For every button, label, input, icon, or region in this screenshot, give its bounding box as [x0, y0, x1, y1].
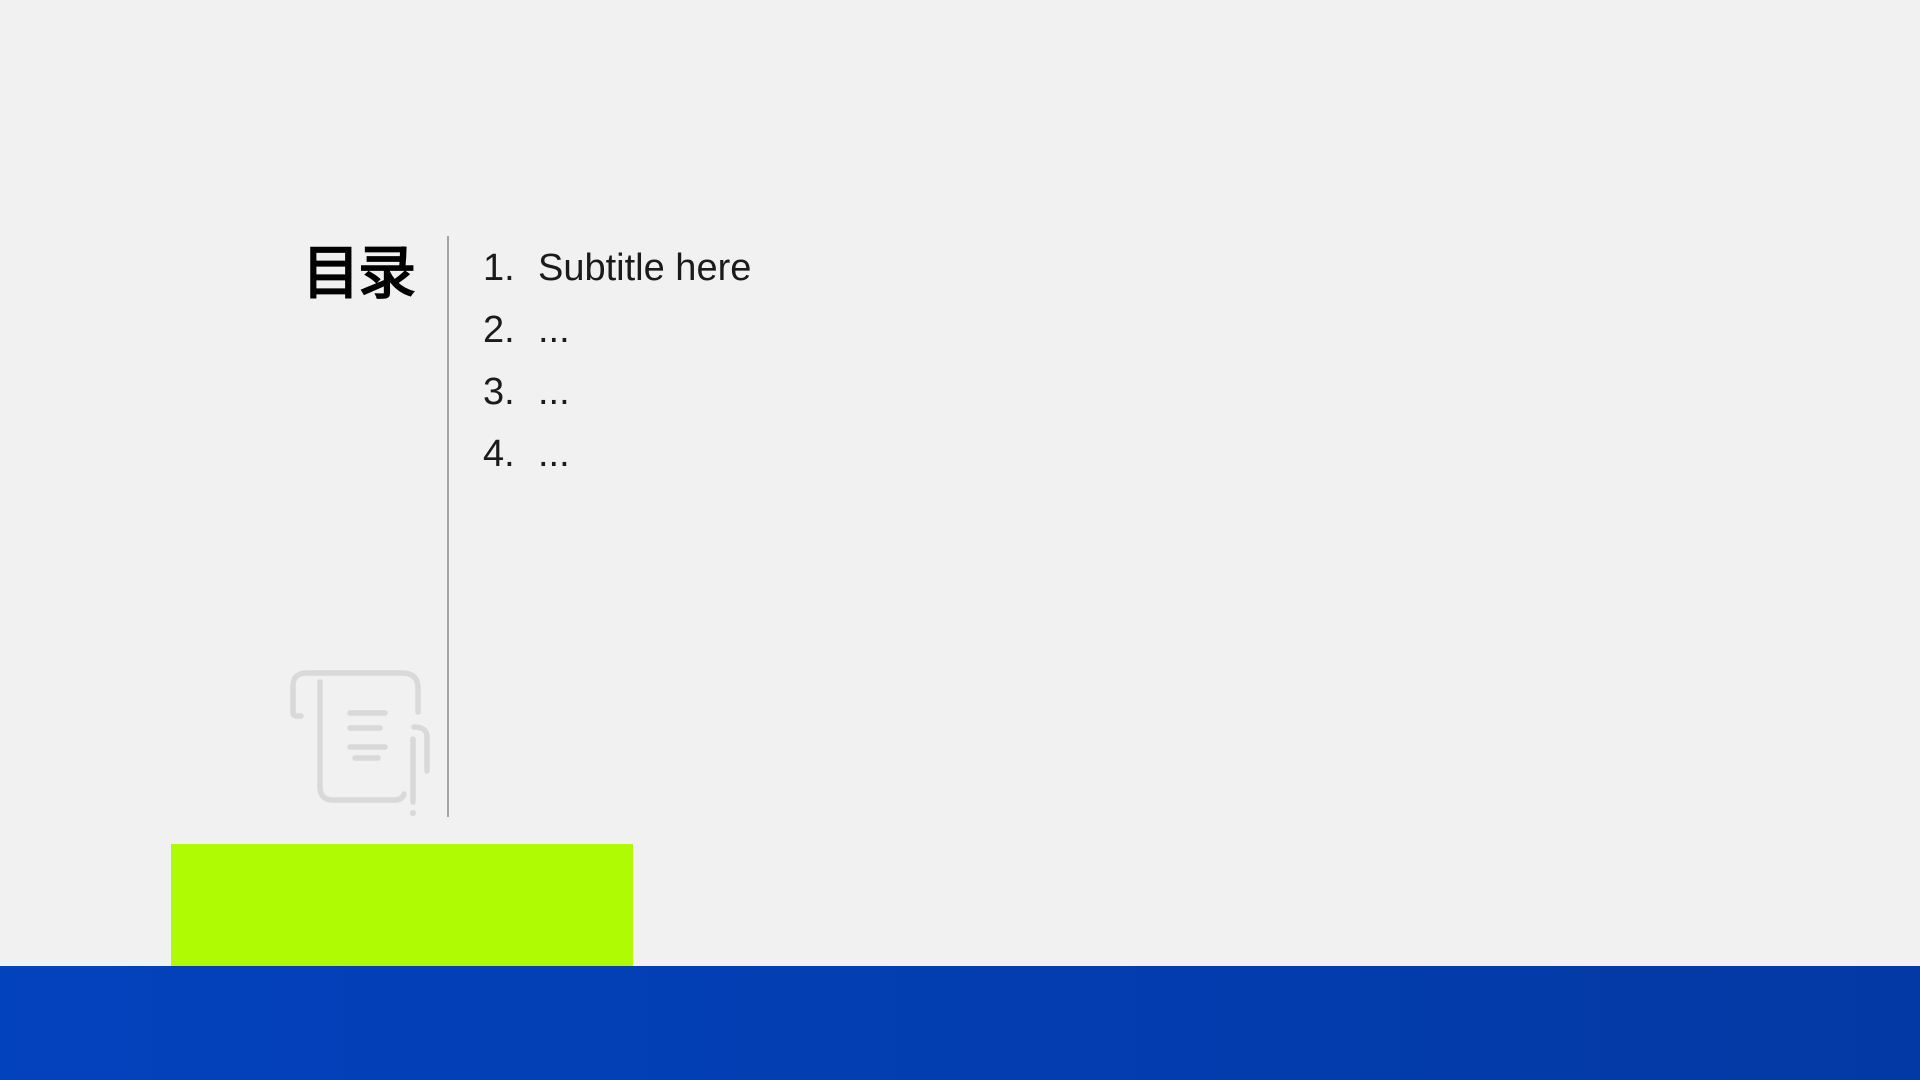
- toc-item-label: ...: [538, 433, 570, 475]
- toc-item-number: 4.: [483, 433, 515, 475]
- green-accent-block: [171, 844, 633, 967]
- toc-item-number: 2.: [483, 309, 515, 351]
- toc-item-label: ...: [538, 309, 570, 351]
- toc-item-number: 1.: [483, 247, 515, 289]
- toc-item-number: 3.: [483, 371, 515, 413]
- toc-item: 2....: [483, 299, 751, 361]
- toc-list: 1. Subtitle here 2.... 3.... 4....: [483, 237, 751, 485]
- toc-item: 1. Subtitle here: [483, 237, 751, 299]
- toc-item-label: ...: [538, 371, 570, 413]
- toc-item: 3....: [483, 361, 751, 423]
- page-title: 目录: [302, 241, 416, 306]
- toc-item: 4....: [483, 423, 751, 485]
- bottom-blue-bar: [0, 966, 1920, 1080]
- toc-item-label: Subtitle here: [538, 247, 752, 289]
- vertical-divider: [447, 236, 449, 817]
- scroll-pen-icon: [290, 670, 430, 816]
